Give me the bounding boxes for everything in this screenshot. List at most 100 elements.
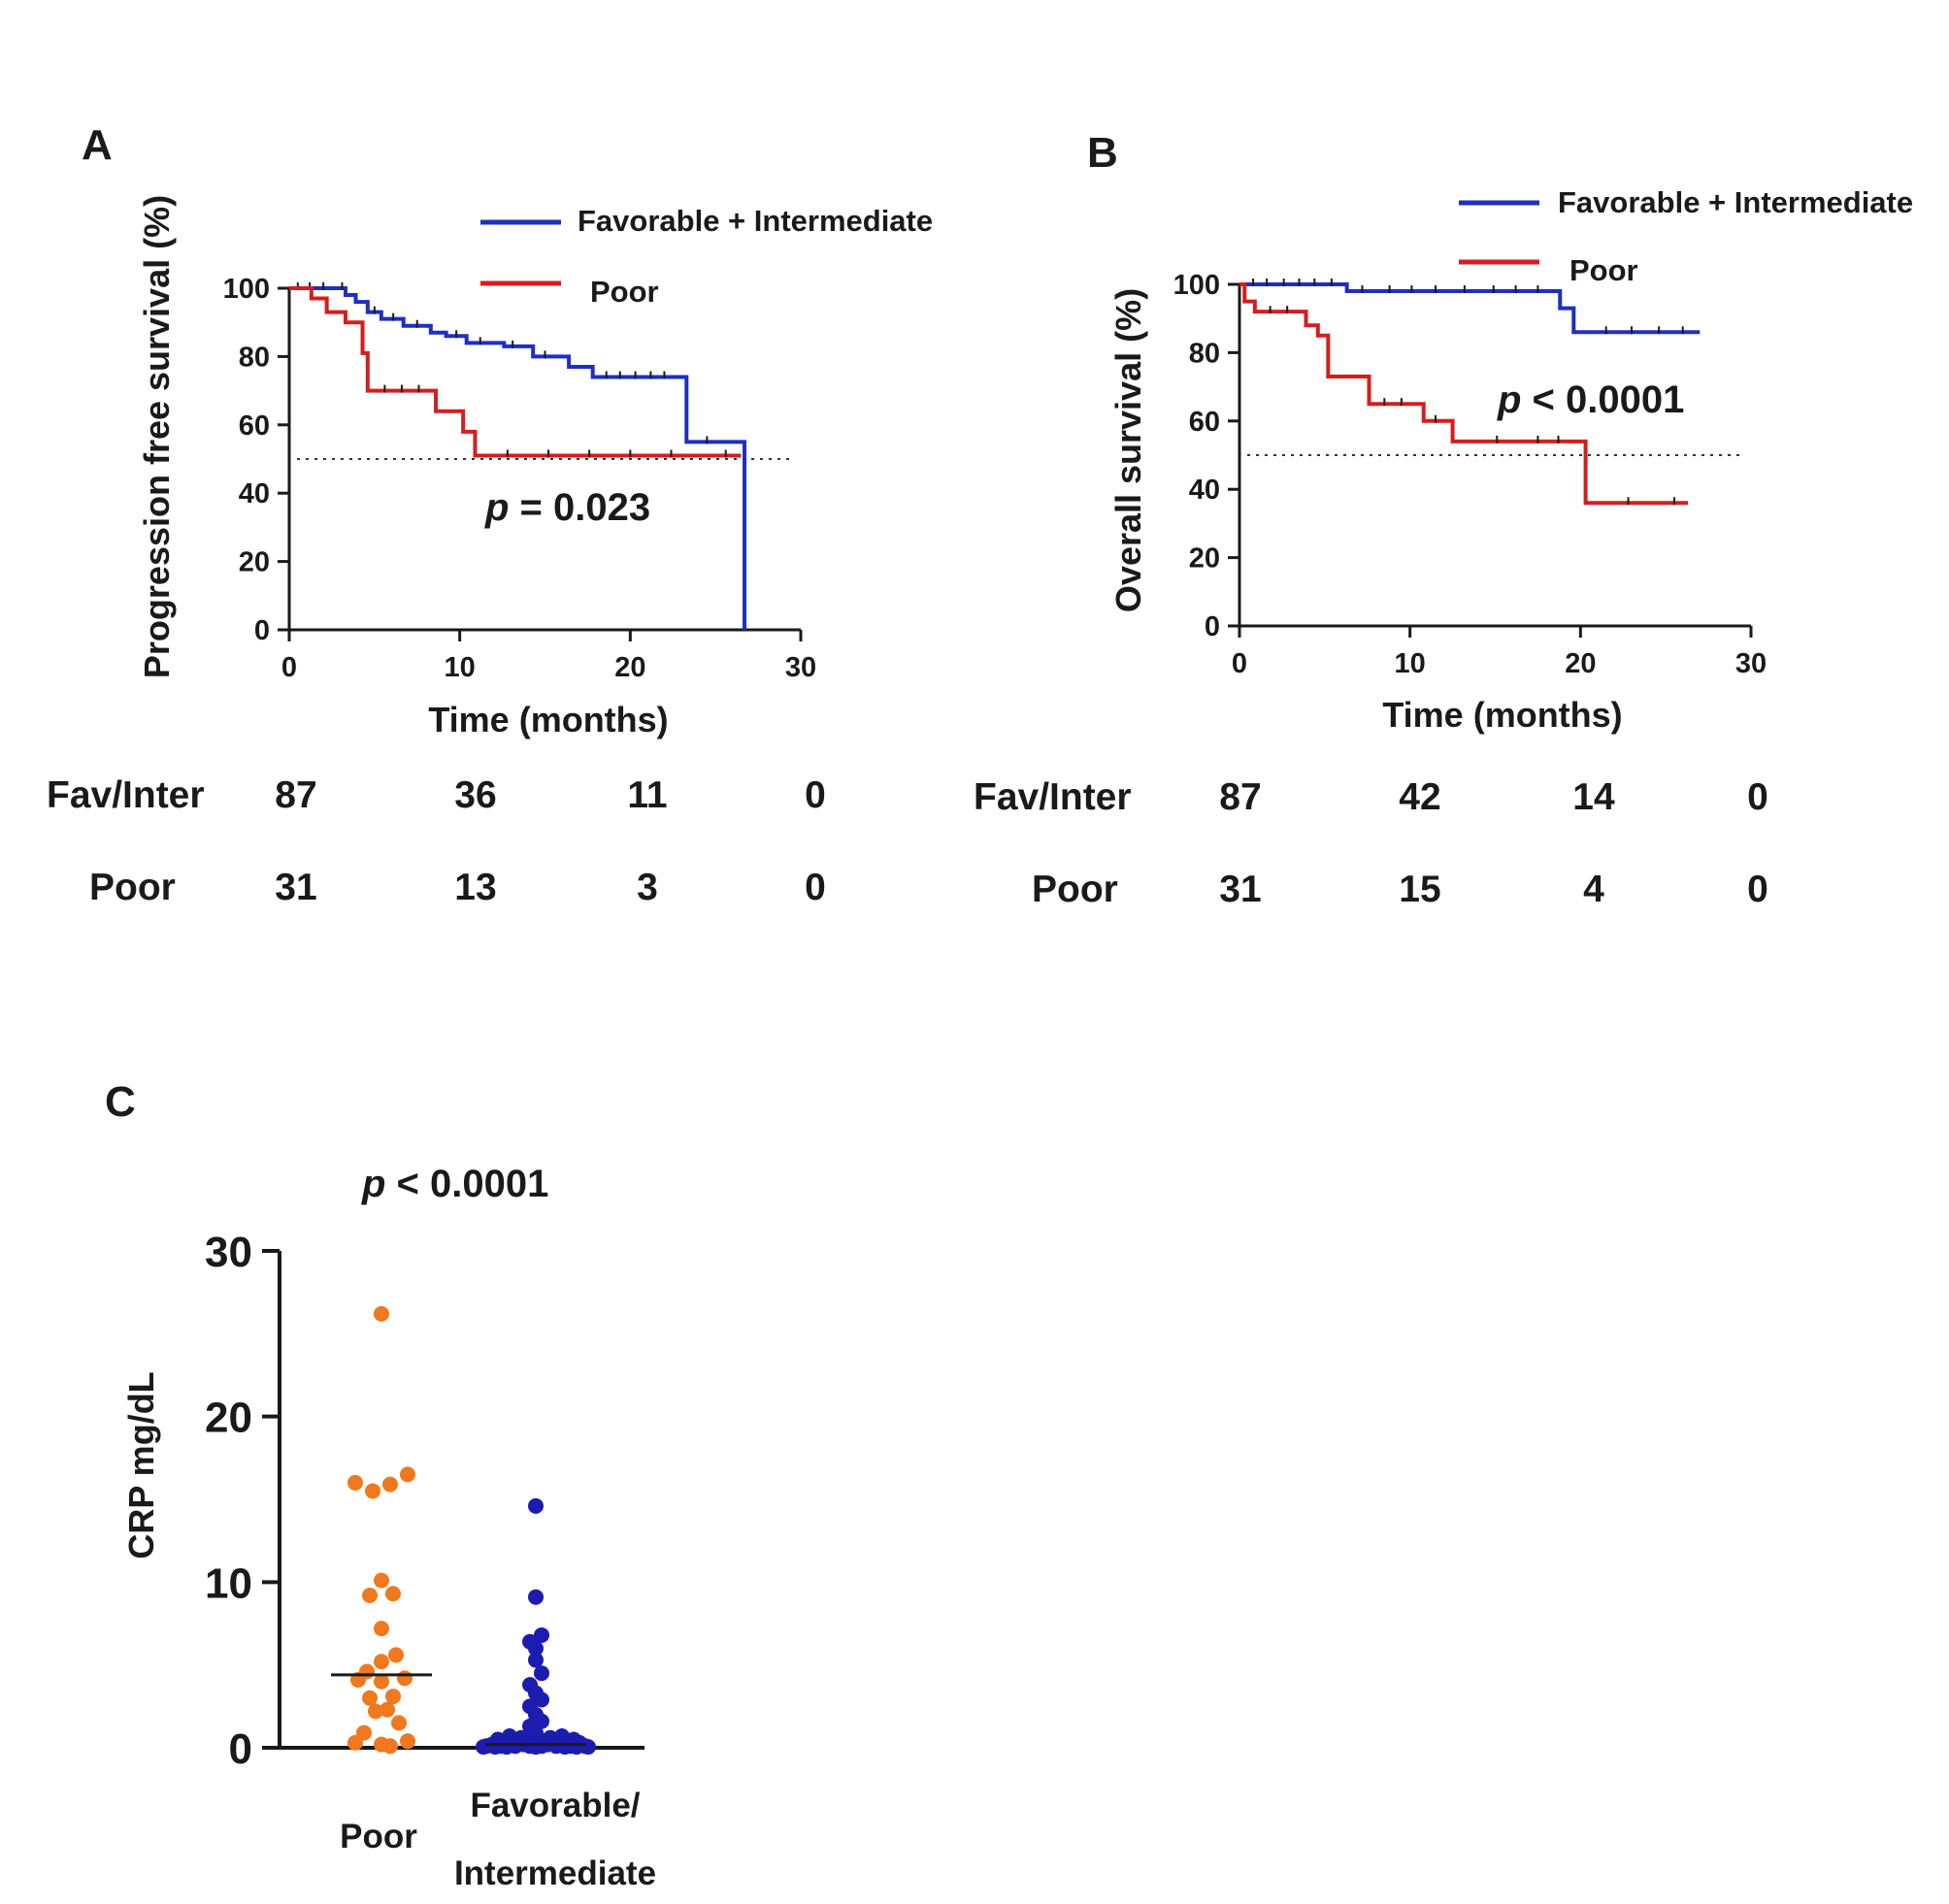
panel-b-survival-chart: B Overall survival (%) Time (months) 0 10… xyxy=(974,129,1913,910)
risk-row-label: Poor xyxy=(89,867,176,908)
data-point-favorable-intermediate xyxy=(528,1640,544,1657)
data-point-favorable-intermediate xyxy=(499,1739,514,1756)
data-point-poor xyxy=(368,1703,383,1720)
x-tick-label: 0 xyxy=(1232,648,1247,679)
legend-label-poor: Poor xyxy=(1569,253,1638,287)
data-point-favorable-intermediate xyxy=(476,1739,491,1756)
risk-value: 3 xyxy=(637,867,658,908)
y-axis-title: Progression free survival (%) xyxy=(137,195,177,678)
x-axis-title: Time (months) xyxy=(1382,695,1622,735)
survival-curves xyxy=(1239,279,1701,506)
y-tick-label: 60 xyxy=(1189,407,1220,438)
y-axis-title: Overall survival (%) xyxy=(1108,288,1148,612)
p-value-annotation: p < 0.0001 xyxy=(1497,378,1684,421)
data-point-poor xyxy=(347,1734,363,1751)
y-tick-label: 80 xyxy=(239,342,270,373)
y-tick-label: 40 xyxy=(239,478,270,509)
category-label-favorable: Favorable/Intermediate xyxy=(454,1787,656,1892)
data-point-poor xyxy=(362,1587,378,1603)
risk-value: 0 xyxy=(805,774,826,816)
x-tick-label: 10 xyxy=(445,652,476,683)
y-axis-title: CRP mg/dL xyxy=(121,1371,161,1559)
data-point-poor xyxy=(400,1466,415,1483)
y-tick-label: 80 xyxy=(1189,338,1220,369)
x-tick-label: 10 xyxy=(1395,648,1426,679)
risk-value: 31 xyxy=(1219,869,1261,910)
p-value-annotation: p < 0.0001 xyxy=(361,1163,548,1205)
p-value-text: < 0.0001 xyxy=(1521,378,1684,421)
y-tick-label: 20 xyxy=(205,1395,252,1442)
risk-row-label: Poor xyxy=(1032,869,1118,910)
data-point-poor xyxy=(382,1476,398,1493)
data-point-favorable-intermediate xyxy=(534,1626,549,1643)
category-label-poor: Poor xyxy=(340,1818,417,1855)
category-label-line: Intermediate xyxy=(454,1855,656,1892)
p-value-text: = 0.023 xyxy=(509,486,650,529)
x-tick-label: 30 xyxy=(1735,648,1767,679)
risk-value: 4 xyxy=(1583,869,1604,910)
data-point-poor xyxy=(385,1586,401,1602)
data-point-poor xyxy=(374,1572,389,1589)
risk-value: 13 xyxy=(454,867,496,908)
data-point-poor xyxy=(397,1670,413,1687)
p-value-text: < 0.0001 xyxy=(385,1163,548,1205)
y-tick-label: 30 xyxy=(205,1229,252,1276)
axes: 0 10 20 30 xyxy=(205,1229,644,1773)
risk-value: 15 xyxy=(1399,869,1440,910)
x-tick-label: 20 xyxy=(1565,648,1596,679)
panel-a-letter: A xyxy=(82,121,113,169)
y-tick-label: 0 xyxy=(1205,611,1220,642)
y-tick-label: 60 xyxy=(239,410,270,442)
risk-value: 87 xyxy=(275,774,316,816)
survival-curve-favorable-intermediate xyxy=(1239,282,1701,335)
data-point-poor xyxy=(362,1690,378,1706)
risk-table: Fav/Inter 87 36 11 0 Poor 31 13 3 0 xyxy=(47,774,826,908)
axes: 0 10 20 30 0 20 40 60 80 100 xyxy=(1173,270,1767,679)
p-symbol: p xyxy=(361,1163,385,1205)
data-point-favorable-intermediate xyxy=(528,1739,544,1756)
data-point-favorable-intermediate xyxy=(528,1589,544,1605)
y-tick-label: 20 xyxy=(239,547,270,578)
y-tick-label: 10 xyxy=(205,1559,252,1607)
p-symbol: p xyxy=(1497,378,1521,421)
data-point-poor xyxy=(374,1621,389,1637)
risk-row-label: Fav/Inter xyxy=(47,774,205,816)
panel-c-dot-plot: C p < 0.0001 CRP mg/dL 0 10 20 30 Poor Favo… xyxy=(105,1078,656,1892)
risk-value: 14 xyxy=(1572,776,1615,818)
category-label-line: Favorable/ xyxy=(470,1787,640,1824)
risk-value: 0 xyxy=(1747,776,1768,818)
data-point-favorable-intermediate xyxy=(557,1739,573,1756)
y-tick-label: 100 xyxy=(223,274,270,305)
risk-row-label: Fav/Inter xyxy=(974,776,1132,818)
survival-curve-poor xyxy=(1239,282,1688,506)
risk-table: Fav/Inter 87 42 14 0 Poor 31 15 4 0 xyxy=(974,776,1768,910)
data-point-favorable-intermediate xyxy=(534,1691,549,1708)
data-point-favorable-intermediate xyxy=(534,1713,549,1729)
risk-value: 0 xyxy=(805,867,826,908)
data-point-poor xyxy=(374,1673,389,1690)
axes: 0 10 20 30 0 20 40 60 80 100 xyxy=(223,274,817,683)
data-point-poor xyxy=(388,1647,404,1663)
y-tick-label: 0 xyxy=(229,1725,252,1773)
data-point-poor xyxy=(374,1305,389,1322)
risk-value: 36 xyxy=(454,774,496,816)
x-axis-title: Time (months) xyxy=(428,700,668,739)
data-point-poor xyxy=(347,1474,363,1491)
x-tick-label: 0 xyxy=(281,652,297,683)
p-value-annotation: p = 0.023 xyxy=(484,486,650,529)
legend-label-fav: Favorable + Intermediate xyxy=(1558,185,1913,219)
risk-value: 42 xyxy=(1399,776,1440,818)
data-point-poor xyxy=(400,1733,415,1750)
y-tick-label: 40 xyxy=(1189,475,1220,506)
data-point-favorable-intermediate xyxy=(528,1497,544,1514)
y-tick-label: 20 xyxy=(1189,543,1220,574)
p-symbol: p xyxy=(484,486,509,529)
risk-value: 31 xyxy=(275,867,316,908)
x-tick-label: 30 xyxy=(785,652,816,683)
data-point-poor xyxy=(365,1483,380,1499)
panel-b-letter: B xyxy=(1087,129,1118,177)
data-point-poor xyxy=(380,1701,395,1718)
survival-curves xyxy=(289,282,747,630)
data-points xyxy=(331,1305,596,1756)
